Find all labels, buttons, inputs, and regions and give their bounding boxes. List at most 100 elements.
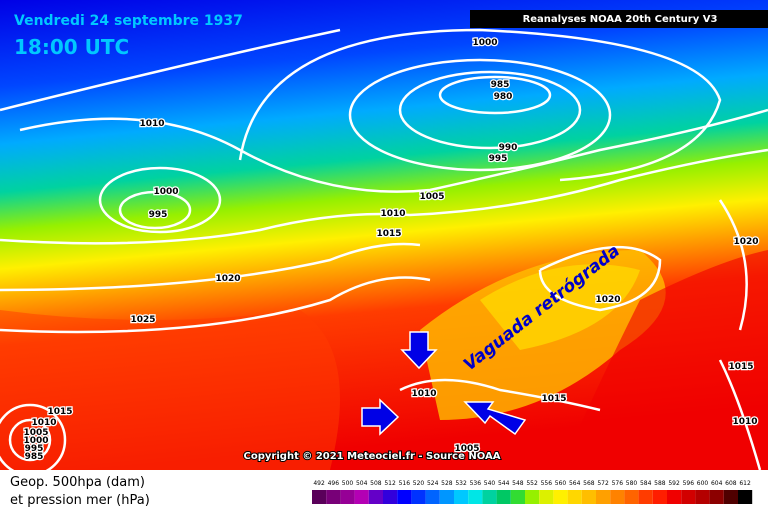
scale-label: 500: [342, 480, 354, 487]
scale-label: 564: [569, 480, 581, 487]
isobar-label: 1020: [733, 237, 758, 247]
scale-label: 588: [654, 480, 666, 487]
isobar-label: 985: [491, 80, 510, 90]
scale-swatch: [326, 490, 341, 504]
scale-label: 524: [427, 480, 439, 487]
scale-label: 512: [384, 480, 396, 487]
isobar-label: 995: [489, 154, 508, 164]
trough-core: [480, 264, 640, 350]
scale-label: 532: [455, 480, 467, 487]
isobar-label: 1000: [23, 436, 48, 446]
scale-swatch: [581, 490, 596, 504]
scale-swatch: [340, 490, 355, 504]
isobar-label: 985: [25, 452, 44, 462]
scale-label: 520: [413, 480, 425, 487]
scale-label: 608: [725, 480, 737, 487]
isobar-label: 1010: [139, 119, 164, 129]
arrow: [463, 401, 527, 436]
isobar-label: 1020: [595, 295, 620, 305]
isobar-label: 1010: [411, 389, 436, 399]
scale-label: 612: [739, 480, 751, 487]
scale-swatch: [652, 490, 667, 504]
isobar-label: 1015: [376, 229, 401, 239]
scale-swatch: [610, 490, 625, 504]
scale-label: 508: [370, 480, 382, 487]
scale-swatch: [723, 490, 738, 504]
scale-swatch: [439, 490, 454, 504]
isobar-label: 1000: [472, 38, 497, 48]
source-box: [470, 10, 768, 28]
scale-label: 548: [512, 480, 524, 487]
scale-swatch: [667, 490, 682, 504]
date: Vendredi 24 septembre 1937: [14, 13, 243, 29]
scale-label: 584: [640, 480, 652, 487]
scale-label: 516: [399, 480, 411, 487]
scale-label: 556: [541, 480, 553, 487]
isobar-label: 995: [25, 444, 44, 454]
scale-swatch: [539, 490, 554, 504]
scale-label: 560: [555, 480, 567, 487]
scale-label: 576: [612, 480, 624, 487]
scale-swatch: [411, 490, 426, 504]
scale-label: 536: [470, 480, 482, 487]
isobar-label: 1000: [153, 187, 178, 197]
scale-label: 544: [498, 480, 510, 487]
scale-swatch: [425, 490, 440, 504]
isobar-label: 1010: [31, 418, 56, 428]
arrow: [361, 398, 400, 436]
scale-swatch: [695, 490, 710, 504]
copyright: Copyright © 2021 Meteociel.fr - Source N…: [244, 451, 501, 462]
scale-swatch: [354, 490, 369, 504]
isobar-label: 980: [494, 92, 513, 102]
warm-area: [0, 310, 340, 470]
scale-label: 604: [711, 480, 723, 487]
isobar-label: 1010: [732, 417, 757, 427]
scale-label: 600: [697, 480, 709, 487]
scale-label: 492: [313, 480, 325, 487]
scale-swatch: [482, 490, 497, 504]
isobar-label: 1020: [215, 274, 240, 284]
scale-swatch: [567, 490, 582, 504]
scale-swatch: [681, 490, 696, 504]
arrow: [400, 331, 438, 370]
source: Reanalyses NOAA 20th Century V3: [523, 14, 718, 25]
scale-label: 504: [356, 480, 368, 487]
scale-label: 528: [441, 480, 453, 487]
time: 18:00 UTC: [14, 35, 129, 59]
isobar-label: 1025: [130, 315, 155, 325]
scale-swatch: [397, 490, 412, 504]
warm-area: [560, 250, 768, 470]
scale-swatch: [454, 490, 469, 504]
isobar-label: 1005: [23, 428, 48, 438]
isobar-label: 1005: [419, 192, 444, 202]
scale-swatch: [383, 490, 398, 504]
scale-label: 580: [626, 480, 638, 487]
isobar-label: 1005: [454, 444, 479, 454]
isobar-label: 1015: [47, 407, 72, 417]
scale-swatch: [738, 490, 753, 504]
scale-label: 540: [484, 480, 496, 487]
scale-swatch: [510, 490, 525, 504]
scale-swatch: [525, 490, 540, 504]
legend-line: Geop. 500hpa (dam): [10, 475, 145, 490]
scale-label: 592: [668, 480, 680, 487]
isobar-label: 1015: [728, 362, 753, 372]
scale-swatch: [638, 490, 653, 504]
scale-label: 596: [683, 480, 695, 487]
arrows: [361, 331, 527, 436]
legend-line: et pression mer (hPa): [10, 493, 150, 508]
scale-swatch: [553, 490, 568, 504]
isobar-label: 990: [499, 143, 518, 153]
scale-label: 496: [328, 480, 340, 487]
scale-swatch: [496, 490, 511, 504]
scale-swatch: [596, 490, 611, 504]
isobar-label: 1010: [380, 209, 405, 219]
scale-label: 572: [597, 480, 609, 487]
isobar-label: 995: [149, 210, 168, 220]
scale-label: 568: [583, 480, 595, 487]
isobars: [0, 28, 768, 477]
scale-swatch: [468, 490, 483, 504]
scale-swatch: [709, 490, 724, 504]
scale-label: 552: [526, 480, 538, 487]
